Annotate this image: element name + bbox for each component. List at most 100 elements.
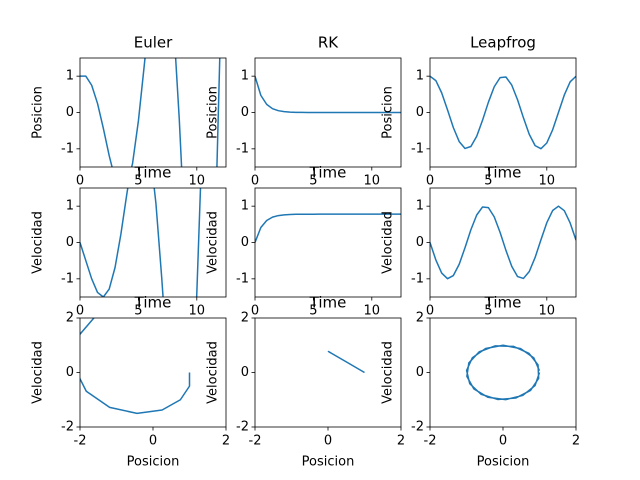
y-axis-label: Velocidad	[31, 341, 46, 404]
x-tick-label: -2	[424, 434, 437, 449]
x-tick-label: 5	[484, 304, 492, 319]
y-tick-label: 1	[66, 199, 74, 214]
y-tick-label: 0	[416, 365, 424, 380]
subplot-title: Leapfrog	[470, 34, 536, 52]
axes-frame	[79, 187, 227, 298]
subplot-title: Time	[309, 164, 347, 182]
axes-frame	[429, 317, 577, 428]
y-tick-label: -1	[411, 271, 424, 286]
x-axis-label: Posicion	[127, 455, 180, 470]
x-tick-label: -2	[74, 434, 87, 449]
y-tick-label: -1	[411, 141, 424, 156]
y-axis-label: Velocidad	[381, 211, 396, 274]
subplot-title: Time	[484, 294, 522, 312]
x-tick-label: 0	[251, 174, 259, 189]
subplot-title: Time	[134, 164, 172, 182]
y-tick-label: 0	[241, 365, 249, 380]
y-tick-label: -2	[236, 420, 249, 435]
axes-frame	[79, 57, 227, 168]
x-tick-label: 10	[189, 174, 206, 189]
subplot: 0 5 10 -1 0 1 Euler Posicion	[31, 34, 227, 189]
data-line	[255, 213, 401, 243]
x-tick-label: 0	[251, 304, 259, 319]
y-axis-label: Velocidad	[381, 341, 396, 404]
x-tick-label: 5	[484, 174, 492, 189]
y-tick-label: -2	[411, 420, 424, 435]
subplot-title: RK	[318, 34, 339, 52]
x-axis-label: Posicion	[477, 455, 530, 470]
y-tick-label: 2	[66, 311, 74, 326]
x-tick-label: 5	[134, 304, 142, 319]
x-tick-label: 5	[309, 174, 317, 189]
y-tick-label: 2	[416, 311, 424, 326]
data-line	[327, 350, 365, 374]
subplot-title: Time	[484, 164, 522, 182]
x-tick-label: 0	[76, 174, 84, 189]
subplot-title: Time	[309, 294, 347, 312]
x-tick-label: 2	[572, 434, 580, 449]
x-tick-label: 2	[222, 434, 230, 449]
data-line	[465, 344, 541, 401]
subplot-title: Euler	[134, 34, 173, 52]
x-tick-label: 10	[539, 304, 556, 319]
x-tick-label: 0	[149, 434, 157, 449]
y-tick-label: 1	[66, 69, 74, 84]
y-tick-label: 1	[241, 69, 249, 84]
x-tick-label: 10	[539, 174, 556, 189]
y-axis-label: Posicion	[206, 86, 221, 139]
y-tick-label: 0	[241, 105, 249, 120]
x-tick-label: 0	[76, 304, 84, 319]
y-tick-label: -2	[61, 420, 74, 435]
x-tick-label: 10	[364, 174, 381, 189]
x-tick-label: 0	[426, 174, 434, 189]
x-tick-label: 10	[189, 304, 206, 319]
axes-frame	[254, 317, 402, 428]
y-axis-label: Posicion	[381, 86, 396, 139]
y-tick-label: 0	[416, 105, 424, 120]
data-line	[430, 75, 576, 150]
data-line	[430, 205, 576, 280]
data-line	[80, 318, 191, 415]
y-tick-label: 0	[66, 365, 74, 380]
subplot: 0 5 10 -1 0 1 Leapfrog Posicion	[381, 34, 577, 189]
data-line	[80, 188, 202, 297]
y-tick-label: 2	[241, 311, 249, 326]
y-tick-label: 1	[241, 199, 249, 214]
y-tick-label: 0	[66, 235, 74, 250]
y-tick-label: 0	[66, 105, 74, 120]
axes-frame	[254, 187, 402, 298]
y-tick-label: 1	[416, 69, 424, 84]
y-axis-label: Velocidad	[206, 341, 221, 404]
x-tick-label: 10	[364, 304, 381, 319]
y-tick-label: -1	[61, 271, 74, 286]
x-tick-label: 0	[499, 434, 507, 449]
axes-frame	[429, 57, 577, 168]
y-tick-label: -1	[61, 141, 74, 156]
y-tick-label: 0	[241, 235, 249, 250]
x-tick-label: 0	[426, 304, 434, 319]
subplot: 0 5 10 -1 0 1 RK Posicion	[206, 34, 402, 189]
y-tick-label: -1	[236, 271, 249, 286]
data-line	[255, 75, 401, 114]
y-axis-label: Velocidad	[31, 211, 46, 274]
data-line	[80, 58, 221, 167]
y-axis-label: Posicion	[31, 86, 46, 139]
x-axis-label: Posicion	[302, 455, 355, 470]
x-tick-label: 2	[397, 434, 405, 449]
x-tick-label: 0	[324, 434, 332, 449]
y-tick-label: -1	[236, 141, 249, 156]
subplot-title: Time	[134, 294, 172, 312]
y-axis-label: Velocidad	[206, 211, 221, 274]
y-tick-label: 0	[416, 235, 424, 250]
x-tick-label: -2	[249, 434, 262, 449]
x-tick-label: 5	[134, 174, 142, 189]
y-tick-label: 1	[416, 199, 424, 214]
x-tick-label: 5	[309, 304, 317, 319]
